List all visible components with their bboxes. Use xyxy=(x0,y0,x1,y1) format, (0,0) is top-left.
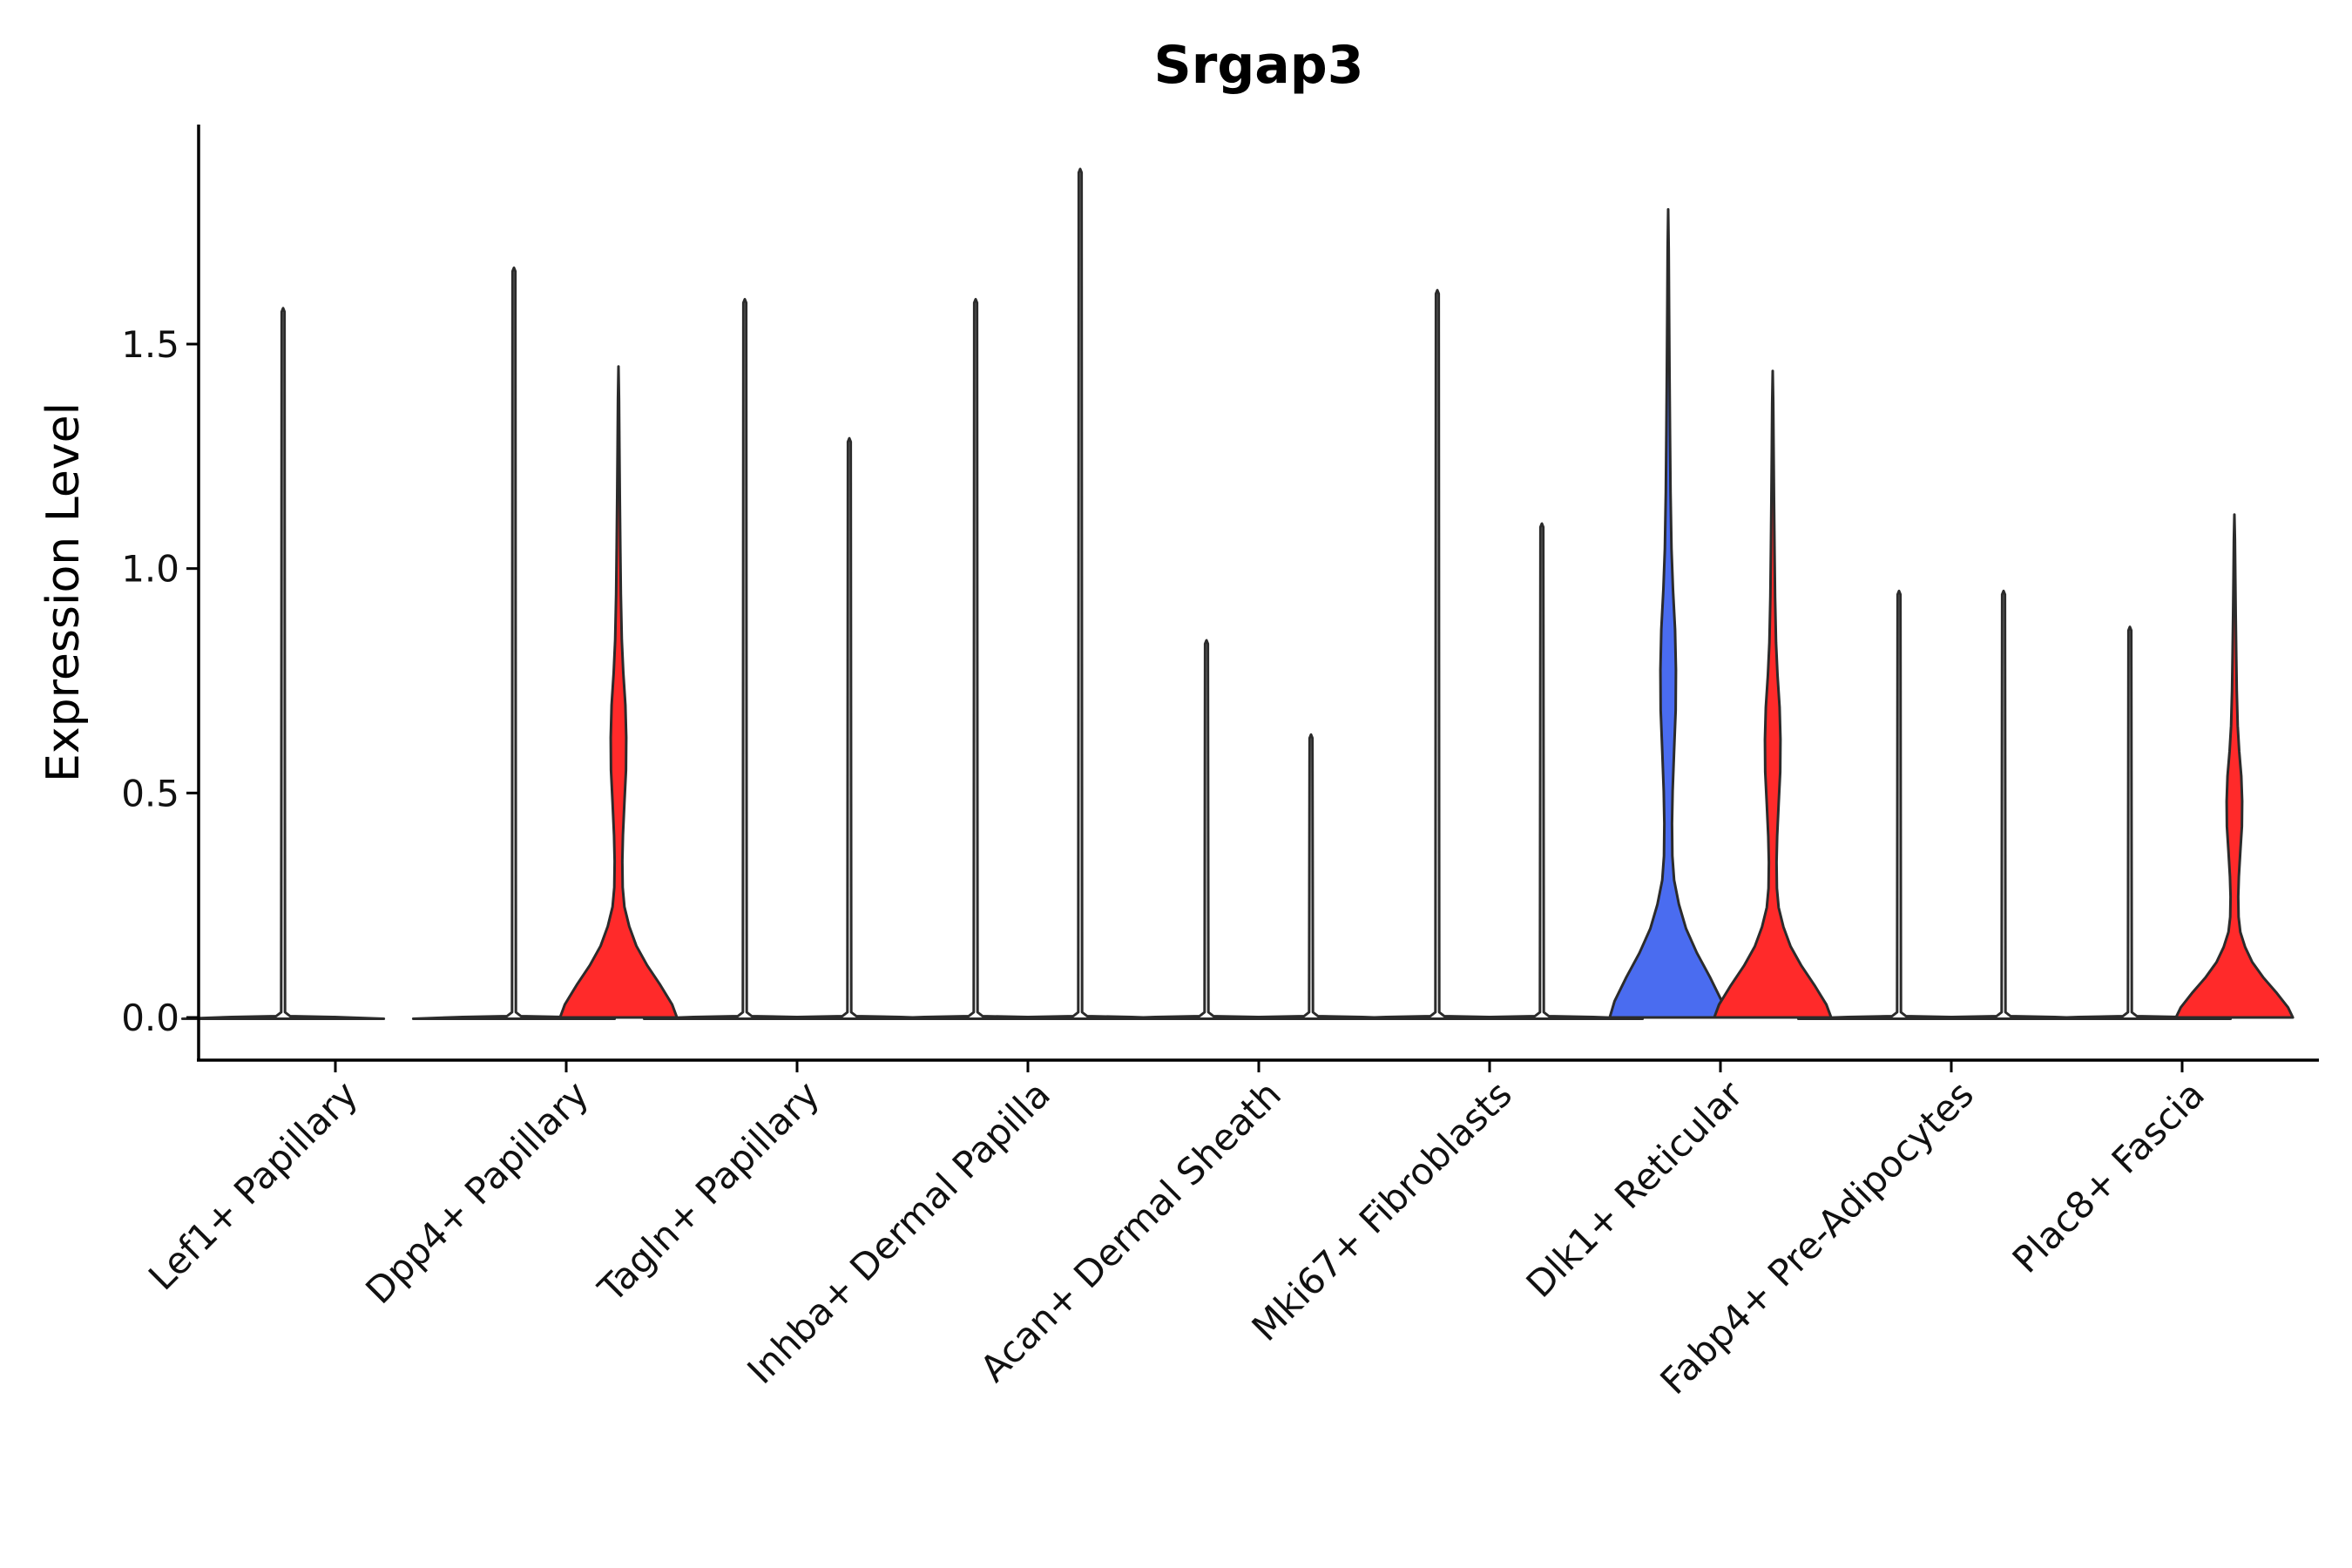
plot-area xyxy=(180,167,2295,1020)
y-tick-label: 0.0 xyxy=(121,997,179,1039)
violin-2-4 xyxy=(977,167,1183,1020)
y-tick-label: 1.5 xyxy=(121,323,179,366)
x-tick-label: Plac8+ Fascia xyxy=(2004,1072,2213,1281)
x-tick-label: Tagln+ Papillary xyxy=(590,1072,828,1310)
violin-2-5 xyxy=(1208,733,1414,1020)
violin-1-3 xyxy=(642,298,848,1020)
x-tick-label: Mki67+ Fibroblasts xyxy=(1244,1072,1520,1348)
violin-2-8 xyxy=(1901,589,2106,1020)
violin-1-5 xyxy=(1104,639,1309,1020)
x-tick-label: Dlk1+ Reticular xyxy=(1518,1072,1752,1306)
x-tick-label: Lef1+ Papillary xyxy=(140,1072,366,1298)
violin-1-8 xyxy=(1796,589,2002,1020)
violin-1-7 xyxy=(1608,207,1728,1019)
violin-2-2 xyxy=(558,365,679,1019)
violin-1-1 xyxy=(180,307,386,1020)
violin-1-4 xyxy=(873,298,1078,1020)
violin-2-9 xyxy=(2174,513,2295,1019)
y-tick-label: 0.5 xyxy=(121,772,179,814)
violin-2-3 xyxy=(747,436,952,1020)
y-tick-label: 1.0 xyxy=(121,548,179,591)
x-tick-label: Dpp4+ Papillary xyxy=(357,1072,597,1312)
violin-2-7 xyxy=(1713,369,1833,1019)
violin-1-9 xyxy=(2027,625,2233,1020)
violin-1-6 xyxy=(1335,288,1540,1020)
violin-1-2 xyxy=(411,266,617,1020)
violin-2-6 xyxy=(1439,522,1645,1020)
chart-title: Srgap3 xyxy=(1154,35,1364,96)
y-axis-ticks: 0.0 0.5 1.0 1.5 xyxy=(121,323,199,1039)
y-axis-label: Expression Level xyxy=(37,402,90,782)
